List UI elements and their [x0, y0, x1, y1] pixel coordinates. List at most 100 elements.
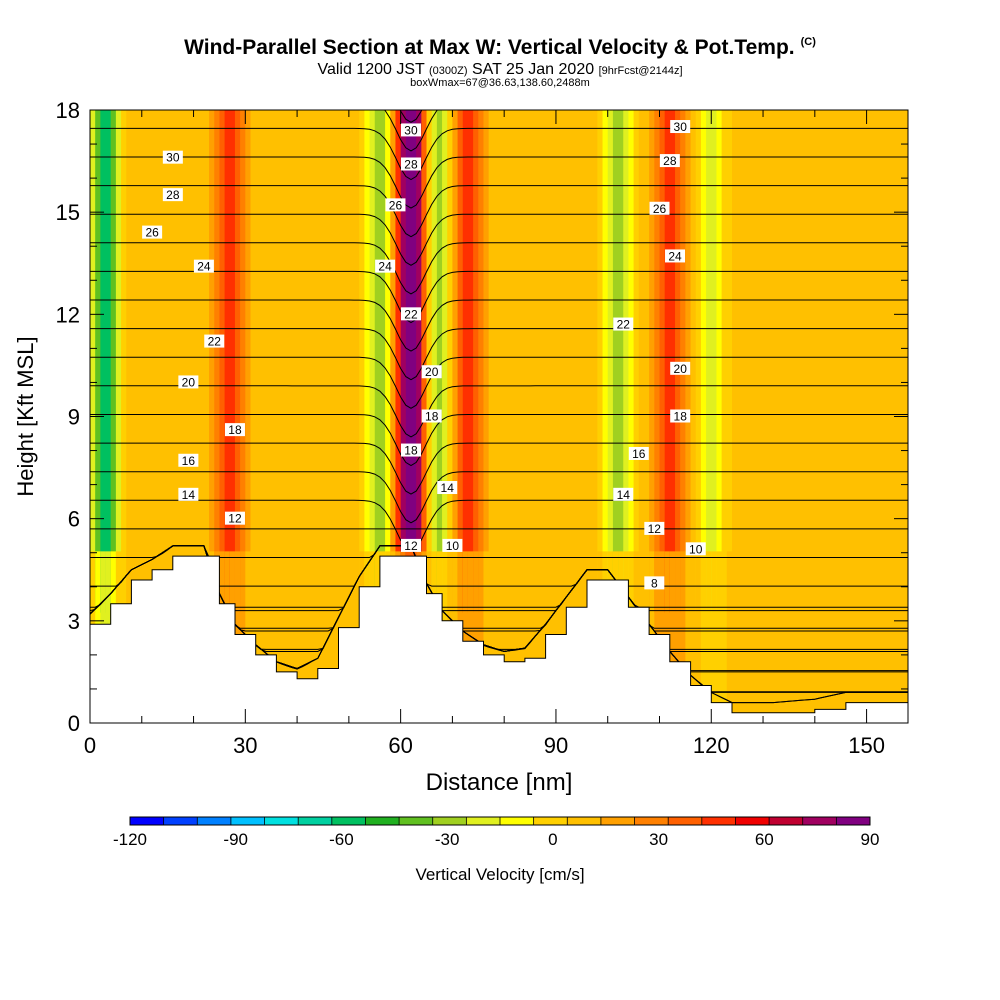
velocity-column	[892, 110, 899, 613]
velocity-column	[514, 110, 521, 613]
velocity-column-low	[773, 551, 780, 723]
velocity-column	[354, 110, 360, 613]
velocity-column	[105, 110, 112, 613]
velocity-column	[628, 110, 635, 613]
isentrope-line	[90, 545, 908, 587]
colorbar-tick-label: -120	[113, 830, 147, 849]
contour-label: 16	[628, 446, 649, 461]
velocity-column	[555, 110, 562, 613]
velocity-column-low	[866, 551, 873, 723]
velocity-column	[887, 110, 894, 613]
velocity-column-low	[757, 551, 764, 723]
velocity-column	[348, 110, 355, 613]
velocity-column	[566, 110, 573, 613]
velocity-column	[680, 110, 686, 613]
velocity-column	[390, 110, 397, 613]
svg-text:10: 10	[446, 539, 460, 553]
colorbar-swatch	[735, 817, 770, 825]
velocity-column	[819, 110, 826, 613]
velocity-column	[467, 110, 474, 613]
contour-label: 22	[204, 334, 225, 349]
velocity-column	[245, 110, 252, 613]
velocity-column	[716, 110, 723, 613]
velocity-column-low	[669, 551, 676, 723]
velocity-column	[431, 110, 438, 613]
velocity-column	[778, 110, 785, 613]
svg-text:14: 14	[441, 481, 455, 495]
velocity-column	[633, 110, 640, 613]
velocity-column	[773, 110, 780, 613]
velocity-column	[659, 110, 666, 613]
contour-label: 22	[613, 317, 634, 332]
colorbar-swatch	[567, 817, 602, 825]
velocity-column-low	[731, 551, 738, 723]
colorbar-swatch	[836, 817, 871, 825]
velocity-column	[162, 110, 169, 613]
velocity-column-low	[742, 551, 749, 723]
velocity-column	[788, 110, 795, 613]
colorbar-swatch	[130, 817, 165, 825]
colorbar-swatch	[802, 817, 837, 825]
svg-text:20: 20	[425, 365, 439, 379]
velocity-column	[193, 110, 200, 613]
velocity-column-low	[302, 551, 309, 723]
velocity-column-low	[840, 551, 847, 723]
contour-label: 20	[670, 361, 691, 376]
velocity-column	[178, 110, 184, 613]
velocity-column-low	[488, 551, 495, 723]
velocity-column	[183, 110, 189, 613]
svg-text:20: 20	[182, 375, 196, 389]
svg-text:26: 26	[653, 202, 667, 216]
velocity-column-low	[530, 551, 536, 723]
velocity-column	[747, 110, 754, 613]
isentrope-line	[90, 471, 908, 524]
isentrope-line	[90, 213, 908, 266]
velocity-column-low	[535, 551, 542, 723]
velocity-column	[540, 110, 547, 613]
velocity-column-low	[819, 551, 826, 723]
velocity-column	[561, 110, 567, 613]
y-axis-label: Height [Kft MSL]	[13, 336, 38, 496]
velocity-column	[385, 110, 391, 613]
velocity-column-low	[493, 551, 500, 723]
chart-subtitle-2: boxWmax=67@36.63,138.60,2488m	[410, 77, 590, 89]
velocity-column	[115, 110, 122, 613]
velocity-column	[322, 110, 329, 613]
velocity-column-low	[504, 551, 510, 723]
velocity-column	[814, 110, 821, 613]
velocity-column-low	[540, 551, 547, 723]
contour-label: 30	[162, 150, 183, 165]
x-tick-label: 30	[233, 733, 257, 758]
velocity-column-low	[328, 551, 334, 723]
svg-text:8: 8	[651, 576, 658, 590]
velocity-column	[519, 110, 526, 613]
velocity-column	[700, 110, 707, 613]
velocity-column-low	[799, 551, 806, 723]
velocity-column	[312, 110, 319, 613]
velocity-column	[493, 110, 500, 613]
svg-text:10: 10	[689, 542, 703, 556]
velocity-column	[131, 110, 138, 613]
velocity-column	[882, 110, 888, 613]
colorbar-swatch	[600, 817, 635, 825]
velocity-column	[95, 110, 101, 613]
x-axis-label: Distance [nm]	[426, 769, 573, 796]
velocity-column	[550, 110, 557, 613]
velocity-column-low	[519, 551, 526, 723]
contour-label: 18	[670, 409, 691, 424]
velocity-column	[742, 110, 749, 613]
svg-text:14: 14	[617, 488, 631, 502]
velocity-column	[804, 110, 811, 613]
velocity-column	[90, 110, 96, 613]
colorbar-swatch	[197, 817, 232, 825]
velocity-column-low	[695, 551, 702, 723]
contour-label: 12	[644, 521, 665, 536]
svg-text:12: 12	[404, 539, 418, 553]
isentrope-line	[90, 270, 908, 324]
colorbar-swatch	[634, 817, 669, 825]
velocity-column	[219, 110, 226, 613]
velocity-column	[260, 110, 267, 613]
svg-text:16: 16	[632, 447, 646, 461]
velocity-column	[488, 110, 495, 613]
velocity-column	[400, 110, 407, 613]
